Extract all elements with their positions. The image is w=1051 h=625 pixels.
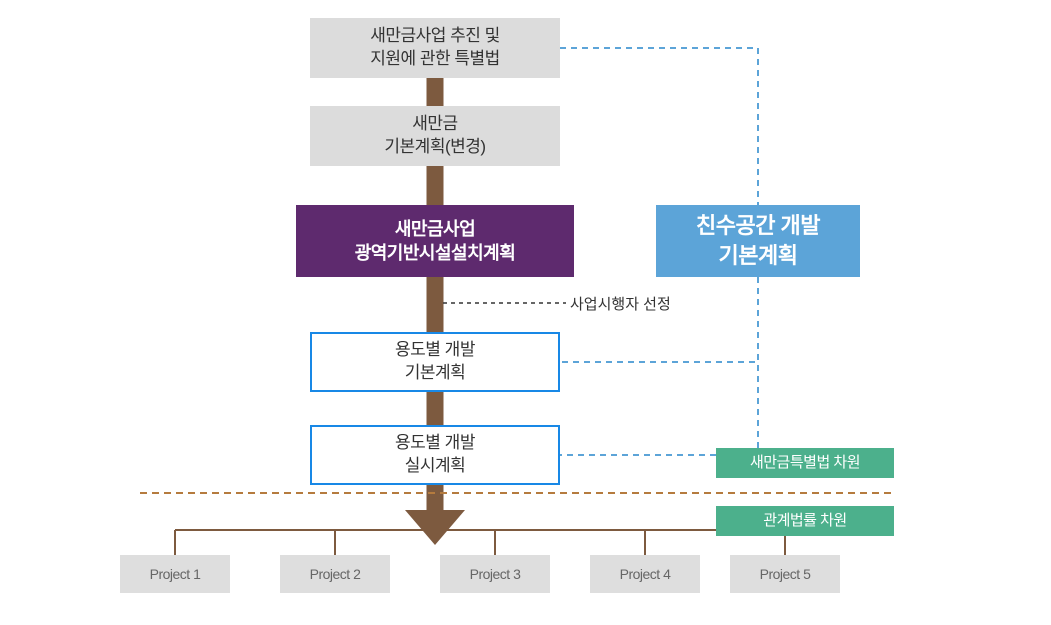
node-line: 광역기반시설설치계획 [355, 241, 516, 265]
node-line: 기본계획(변경) [384, 136, 485, 159]
node-special-law: 새만금사업 추진 및 지원에 관한 특별법 [310, 18, 560, 78]
node-line: 새만금사업 [395, 217, 475, 241]
node-infra-install-plan: 새만금사업 광역기반시설설치계획 [296, 205, 574, 277]
label-special-law-level: 새만금특별법 차원 [716, 448, 894, 478]
node-use-impl-plan: 용도별 개발 실시계획 [310, 425, 560, 485]
project-label: Project 4 [620, 565, 671, 584]
project-label: Project 1 [150, 565, 201, 584]
node-line: 기본계획 [405, 362, 466, 385]
node-line: 용도별 개발 [395, 339, 475, 362]
project-box: Project 1 [120, 555, 230, 593]
node-basic-plan-change: 새만금 기본계획(변경) [310, 106, 560, 166]
node-line: 기본계획 [719, 241, 798, 271]
project-label: Project 5 [760, 565, 811, 584]
node-line: 지원에 관한 특별법 [370, 48, 500, 71]
project-box: Project 5 [730, 555, 840, 593]
label-text: 관계법률 차원 [763, 511, 846, 531]
annotation-operator-select: 사업시행자 선정 [570, 293, 671, 314]
project-box: Project 4 [590, 555, 700, 593]
node-line: 용도별 개발 [395, 432, 475, 455]
node-use-basic-plan: 용도별 개발 기본계획 [310, 332, 560, 392]
node-line: 새만금사업 추진 및 [370, 25, 500, 48]
project-box: Project 2 [280, 555, 390, 593]
node-line: 친수공간 개발 [696, 211, 820, 241]
node-line: 실시계획 [405, 455, 466, 478]
project-box: Project 3 [440, 555, 550, 593]
node-waterfront-dev-plan: 친수공간 개발 기본계획 [656, 205, 860, 277]
project-label: Project 2 [310, 565, 361, 584]
label-related-law-level: 관계법률 차원 [716, 506, 894, 536]
node-line: 새만금 [412, 113, 457, 136]
label-text: 새만금특별법 차원 [750, 453, 860, 473]
project-label: Project 3 [470, 565, 521, 584]
annotation-text: 사업시행자 선정 [570, 296, 671, 313]
